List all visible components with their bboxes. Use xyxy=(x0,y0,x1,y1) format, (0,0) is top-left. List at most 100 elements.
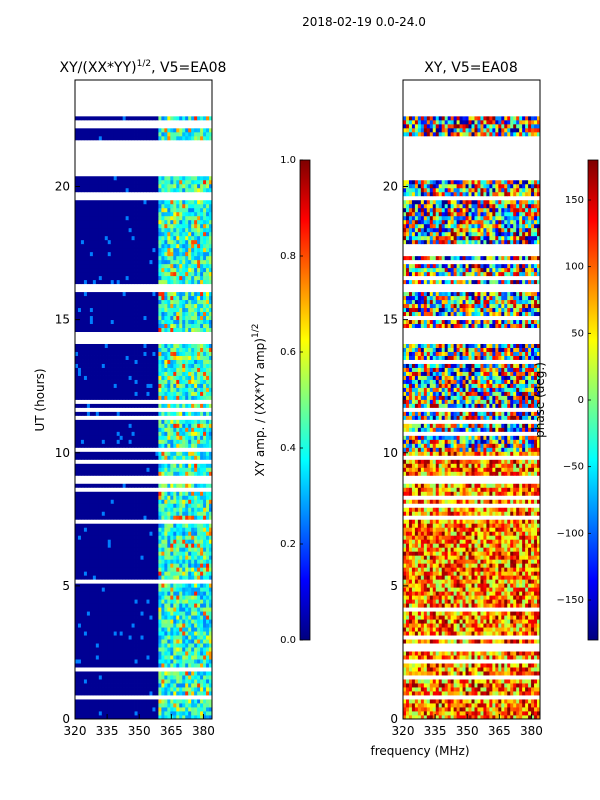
heat-cell xyxy=(158,223,162,229)
heat-cell xyxy=(185,463,189,468)
heat-cell xyxy=(95,655,100,660)
heat-cell xyxy=(182,527,186,532)
heat-cell xyxy=(170,647,174,652)
heat-cell xyxy=(128,395,132,400)
heat-cell xyxy=(113,679,118,684)
heat-cell xyxy=(122,267,127,273)
heat-cell xyxy=(164,699,168,704)
heat-cell xyxy=(92,611,97,616)
heat-cell xyxy=(86,319,91,325)
heat-cell xyxy=(173,255,177,261)
heat-cell xyxy=(164,275,168,281)
heat-cell xyxy=(75,435,79,440)
heat-cell xyxy=(92,671,97,676)
heat-cell xyxy=(164,515,168,520)
heat-cell xyxy=(152,675,156,680)
heat-cell xyxy=(200,279,204,285)
heat-cell xyxy=(161,651,165,656)
heat-cell xyxy=(164,659,168,664)
heat-cell xyxy=(131,639,135,644)
heat-cell xyxy=(191,503,195,508)
heat-cell xyxy=(194,671,198,676)
heat-cell xyxy=(203,595,207,600)
heat-cell xyxy=(194,683,198,688)
heat-cell xyxy=(89,603,94,608)
heat-cell xyxy=(75,379,79,384)
heat-cell xyxy=(128,323,132,329)
heat-cell xyxy=(119,615,124,620)
heat-cell xyxy=(179,239,183,245)
heat-cell xyxy=(197,427,201,432)
heat-cell xyxy=(137,499,141,504)
heat-cell xyxy=(197,363,201,368)
heat-cell xyxy=(110,615,115,620)
heat-cell xyxy=(191,383,195,388)
heat-cell xyxy=(179,427,183,432)
heat-cell xyxy=(101,371,106,376)
heat-cell xyxy=(75,299,79,305)
heat-cell xyxy=(92,367,97,372)
heat-cell xyxy=(104,551,109,556)
heat-cell xyxy=(119,503,124,508)
heat-cell xyxy=(107,439,112,444)
heat-cell xyxy=(98,623,103,628)
heat-cell xyxy=(83,371,88,376)
heat-cell xyxy=(161,483,165,488)
heat-cell xyxy=(203,507,207,512)
heat-cell xyxy=(161,471,165,476)
heat-cell xyxy=(86,463,91,468)
heat-cell xyxy=(170,615,174,620)
heat-cell xyxy=(155,435,159,440)
heat-cell xyxy=(194,611,198,616)
heat-cell xyxy=(164,255,168,261)
heat-cell xyxy=(98,411,103,416)
heat-cell xyxy=(194,647,198,652)
heat-cell xyxy=(155,711,159,716)
heat-cell xyxy=(179,583,183,588)
heat-cell xyxy=(119,315,124,321)
heat-cell xyxy=(146,559,150,564)
heat-cell xyxy=(188,687,192,692)
heat-cell xyxy=(185,247,189,253)
heat-cell xyxy=(155,643,159,648)
heat-cell xyxy=(188,707,192,712)
heat-cell xyxy=(146,343,150,348)
heat-cell xyxy=(176,623,180,628)
heat-cell xyxy=(203,275,207,281)
heat-cell xyxy=(122,547,127,552)
heat-cell xyxy=(209,551,213,556)
heat-cell xyxy=(77,631,82,636)
heat-cell xyxy=(83,299,88,305)
heat-cell xyxy=(101,387,106,392)
heat-cell xyxy=(77,463,82,468)
heat-cell xyxy=(80,347,85,352)
gap-row xyxy=(75,447,212,452)
heat-cell xyxy=(200,623,204,628)
heat-cell xyxy=(134,607,138,612)
heat-cell xyxy=(191,419,195,424)
heat-cell xyxy=(125,267,130,273)
heat-cell xyxy=(116,279,121,285)
heat-cell xyxy=(203,671,207,676)
heat-cell xyxy=(203,455,207,460)
heat-cell xyxy=(119,631,124,636)
heat-cell xyxy=(98,235,103,241)
heat-cell xyxy=(83,431,88,436)
heat-cell xyxy=(122,675,127,680)
heat-cell xyxy=(203,315,207,321)
heat-cell xyxy=(104,307,109,313)
heat-cell xyxy=(146,255,150,261)
heat-cell xyxy=(149,315,153,321)
heat-cell xyxy=(80,379,85,384)
heat-cell xyxy=(113,539,118,544)
heat-cell xyxy=(89,303,94,309)
heat-cell xyxy=(194,491,198,496)
heat-cell xyxy=(161,367,165,372)
heat-cell xyxy=(89,651,94,656)
heat-cell xyxy=(149,531,153,536)
heat-cell xyxy=(167,351,171,356)
heat-cell xyxy=(179,655,183,660)
heat-cell xyxy=(170,591,174,596)
heat-cell xyxy=(158,647,162,652)
heat-cell xyxy=(98,259,103,265)
